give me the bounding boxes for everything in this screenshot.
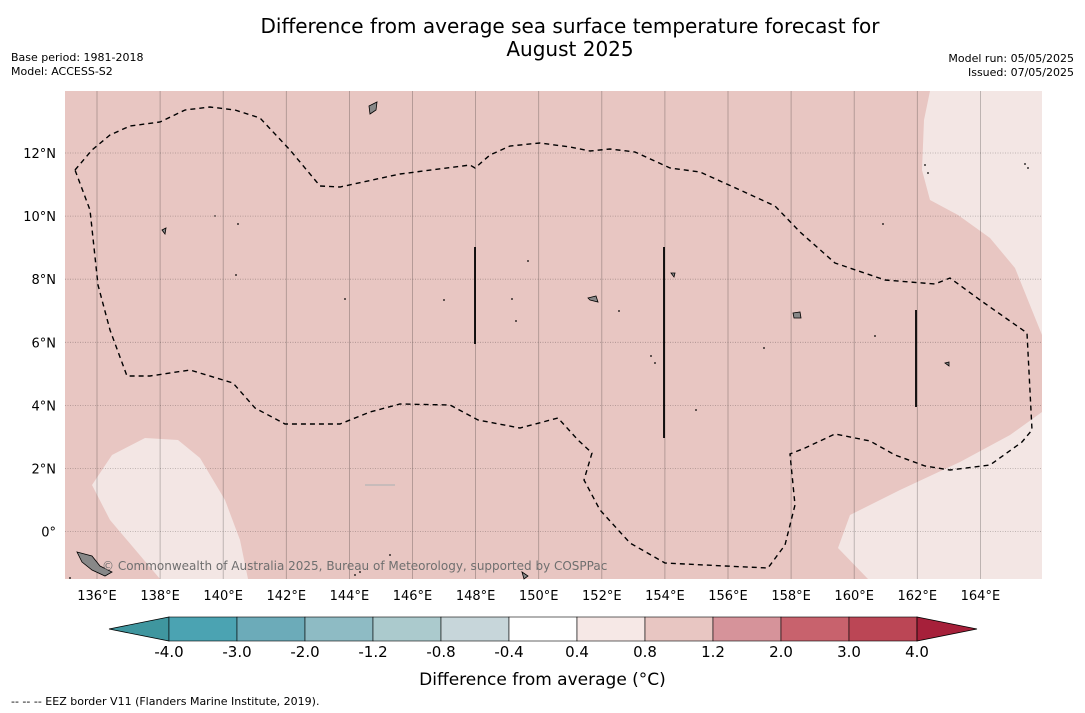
colorbar — [108, 616, 978, 642]
title-line-1: Difference from average sea surface temp… — [260, 14, 880, 38]
graticule — [65, 91, 1042, 579]
eez-footnote: -- -- -- EEZ border V11 (Flanders Marine… — [11, 695, 320, 708]
title-line-2: August 2025 — [506, 37, 634, 61]
longitude-label: 148°E — [456, 589, 496, 604]
colorbar-tick-label: -0.8 — [426, 643, 456, 661]
colorbar-tick-label: 2.0 — [769, 643, 793, 661]
model-run: Model run: 05/05/2025 — [948, 52, 1074, 65]
colorbar-extend-low — [108, 616, 170, 642]
colorbar-segment — [780, 616, 850, 642]
colorbar-tick-label: -3.0 — [222, 643, 252, 661]
colorbar-tick-label: 4.0 — [905, 643, 929, 661]
longitude-label: 156°E — [708, 589, 748, 604]
light-anomaly-region-southwest — [92, 438, 248, 579]
colorbar-labels: -4.0 -3.0 -2.0 -1.2 -0.8 -0.4 0.4 0.8 1.2 2.0 3.0 4… — [0, 643, 1085, 663]
colorbar-segment — [304, 616, 374, 642]
longitude-label: 158°E — [771, 589, 811, 604]
colorbar-segment — [508, 616, 578, 642]
colorbar-tick-label: 3.0 — [837, 643, 861, 661]
colorbar-tick-label: -1.2 — [358, 643, 388, 661]
colorbar-tick-label: -4.0 — [154, 643, 184, 661]
island — [587, 295, 599, 303]
run-info: Model run: 05/05/2025 Issued: 07/05/2025 — [948, 52, 1074, 80]
colorbar-tick-label: -2.0 — [290, 643, 320, 661]
colorbar-segment — [848, 616, 918, 642]
latitude-label: 6°N — [32, 336, 57, 351]
latitude-label: 8°N — [32, 273, 57, 288]
longitude-label: 136°E — [77, 589, 117, 604]
island — [368, 101, 378, 115]
longitude-label: 164°E — [961, 589, 1001, 604]
colorbar-tick-label: 1.2 — [701, 643, 725, 661]
longitude-label: 142°E — [267, 589, 307, 604]
island — [670, 272, 676, 278]
longitude-label: 140°E — [203, 589, 243, 604]
islets — [69, 163, 1029, 579]
latitude-label: 12°N — [23, 147, 56, 162]
map-area — [65, 91, 1042, 579]
model-name: Model: ACCESS-S2 — [11, 65, 113, 78]
colorbar-tick-label: 0.4 — [565, 643, 589, 661]
latitude-label: 4°N — [32, 399, 57, 414]
island — [521, 571, 529, 580]
colorbar-segment — [644, 616, 714, 642]
colorbar-segment — [236, 616, 306, 642]
colorbar-tick-label: -0.4 — [494, 643, 524, 661]
longitude-label: 150°E — [519, 589, 559, 604]
island — [944, 361, 950, 367]
island — [161, 227, 167, 235]
longitude-labels: 136°E 138°E 140°E 142°E 144°E 146°E 148°E 150°E… — [77, 589, 1000, 604]
colorbar-title: Difference from average (°C) — [419, 670, 666, 690]
longitude-label: 154°E — [645, 589, 685, 604]
model-info: Base period: 1981-2018 Model: ACCESS-S2 — [11, 51, 143, 79]
longitude-label: 144°E — [330, 589, 370, 604]
latitude-label: 0° — [41, 526, 56, 541]
longitude-label: 146°E — [393, 589, 433, 604]
colorbar-segment — [712, 616, 782, 642]
longitude-label: 162°E — [898, 589, 938, 604]
light-anomaly-region-southeast — [838, 412, 1042, 579]
colorbar-segment — [576, 616, 646, 642]
islands — [76, 101, 950, 580]
colorbar-extend-high — [916, 616, 978, 642]
colorbar-tick-label: 0.8 — [633, 643, 657, 661]
island — [792, 311, 802, 319]
island — [76, 551, 113, 577]
map-title: Difference from average sea surface temp… — [0, 15, 1085, 61]
longitude-label: 160°E — [834, 589, 874, 604]
colorbar-segment — [372, 616, 442, 642]
colorbar-segment — [440, 616, 510, 642]
latitude-label: 10°N — [23, 210, 56, 225]
light-anomaly-region-northeast — [922, 91, 1042, 335]
latitude-label: 2°N — [32, 463, 57, 478]
latitude-labels: 12°N 10°N 8°N 6°N 4°N 2°N 0° — [23, 147, 56, 541]
issued-date: Issued: 07/05/2025 — [967, 66, 1074, 79]
copyright-watermark: © Commonwealth of Australia 2025, Bureau… — [102, 559, 607, 573]
base-period: Base period: 1981-2018 — [11, 51, 144, 64]
longitude-label: 138°E — [140, 589, 180, 604]
longitude-label: 152°E — [582, 589, 622, 604]
colorbar-segment — [168, 616, 238, 642]
